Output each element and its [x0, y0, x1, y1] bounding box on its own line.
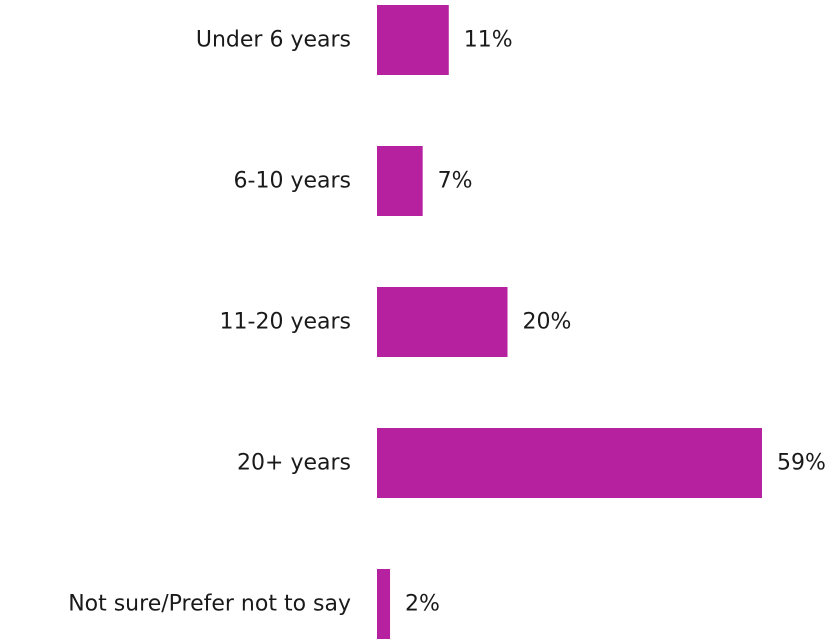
bar-2: [377, 287, 508, 357]
value-label-3: 59%: [777, 451, 826, 476]
category-labels-group: Under 6 years 6-10 years 11-20 years 20+ ye…: [68, 28, 351, 617]
bar-0: [377, 5, 449, 75]
value-labels-group: 11% 7% 20% 59% 2%: [405, 28, 826, 617]
bar-4: [377, 569, 391, 639]
bars-group: [377, 5, 762, 639]
value-label-0: 11%: [464, 28, 513, 53]
category-label-0: Under 6 years: [196, 28, 351, 53]
bar-3: [377, 428, 762, 498]
value-label-1: 7%: [438, 169, 473, 194]
category-label-2: 11-20 years: [220, 310, 351, 335]
value-label-2: 20%: [523, 310, 572, 335]
category-label-1: 6-10 years: [234, 169, 351, 194]
category-label-3: 20+ years: [237, 451, 351, 476]
value-label-4: 2%: [405, 592, 440, 617]
bar-1: [377, 146, 423, 216]
category-label-4: Not sure/Prefer not to say: [68, 592, 351, 617]
